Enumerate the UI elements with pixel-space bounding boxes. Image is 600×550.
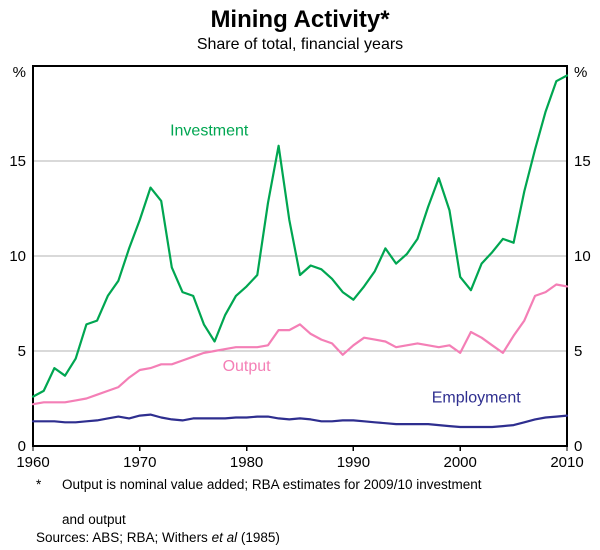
mining-activity-line-chart: 0 0 5 5 10 10 15 15% % 1960 1970 1980 1990 2000 2010 In… xyxy=(9,64,591,471)
x-axis-label-1990: 1990 xyxy=(337,454,370,471)
footnote-text: Output is nominal value added; RBA estim… xyxy=(62,476,482,527)
series-line-investment xyxy=(31,74,569,398)
x-axis-label-1980: 1980 xyxy=(230,454,263,471)
series-label-investment: Investment xyxy=(170,122,249,139)
page-title: Mining Activity* xyxy=(210,6,390,33)
series-label-employment: Employment xyxy=(432,389,521,406)
x-axis-label-2000: 2000 xyxy=(444,454,477,471)
y-axis-label-right-5: 5 xyxy=(574,343,582,360)
y-axis-label-right-0: 0 xyxy=(574,438,582,455)
y-axis-label-left-15: 15 xyxy=(9,153,26,170)
y-axis-label-left-10: 10 xyxy=(9,248,26,265)
x-axis-label-1960: 1960 xyxy=(16,454,49,471)
chart-area: 0 0 5 5 10 10 15 15%% 1960 1970 1980 1990 2000 2010 In… xyxy=(0,54,600,474)
footnote-marker: * xyxy=(36,476,42,492)
series-line-output xyxy=(31,283,569,406)
y-axis-label-right-10: 10 xyxy=(574,248,591,265)
y-axis-label-left-0: 0 xyxy=(18,438,26,455)
series-label-output: Output xyxy=(223,358,272,375)
series-line-employment xyxy=(31,413,569,428)
y-axis-label-right-15: 15 xyxy=(574,153,591,170)
x-axis-label-1970: 1970 xyxy=(123,454,156,471)
plot-border xyxy=(32,64,568,447)
y-axis-label-left-5: 5 xyxy=(18,343,26,360)
y-axis-unit-right: % xyxy=(574,64,587,81)
sources-line: Sources: ABS; RBA; Withers et al (1985) xyxy=(36,530,280,546)
page-subtitle: Share of total, financial years xyxy=(196,35,404,53)
footnotes: * Output is nominal value added; RBA est… xyxy=(0,476,600,547)
footnote-asterisk-note: * Output is nominal value added; RBA est… xyxy=(36,476,590,529)
x-axis-label-2010: 2010 xyxy=(550,454,583,471)
y-axis-unit-left: % xyxy=(13,64,26,81)
